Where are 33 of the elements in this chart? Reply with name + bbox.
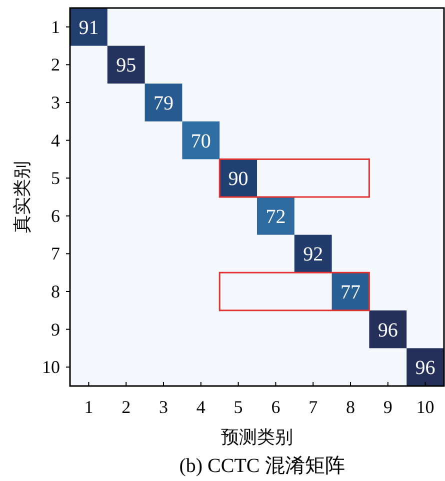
y-tick-label: 1 [51, 16, 60, 37]
y-tick-label: 6 [51, 206, 60, 226]
y-tick-label: 5 [51, 168, 60, 188]
x-tick-label: 7 [308, 397, 318, 417]
y-tick-label: 8 [51, 282, 60, 302]
data-label: 96 [378, 319, 398, 342]
y-tick-label: 3 [51, 92, 60, 112]
x-tick-label: 8 [346, 397, 355, 417]
x-tick-label: 3 [159, 397, 168, 417]
x-tick-label: 4 [196, 397, 206, 417]
x-axis-title: 预测类别 [221, 427, 293, 447]
x-tick-label: 5 [234, 397, 243, 417]
data-label: 72 [266, 206, 286, 228]
x-tick-label: 6 [271, 397, 280, 417]
x-tick-label: 1 [84, 397, 94, 417]
x-tick-label: 9 [383, 397, 392, 417]
data-label: 70 [190, 130, 211, 152]
data-label: 92 [303, 244, 324, 266]
y-tick-label: 4 [51, 130, 60, 150]
y-axis-title: 真实类别 [12, 161, 32, 233]
y-tick-label: 2 [51, 54, 60, 75]
text: (b) CCTC 混淆矩阵 [179, 455, 345, 477]
data-label: 77 [340, 282, 360, 304]
x-tick-label: 10 [416, 397, 434, 417]
data-label: 95 [116, 54, 136, 77]
y-tick-label: 9 [51, 319, 60, 340]
y-tick-label: 7 [51, 244, 60, 264]
x-tick-label: 2 [122, 397, 131, 417]
y-tick-label: 10 [42, 357, 60, 378]
data-label: 96 [415, 357, 436, 380]
data-label: 90 [228, 168, 248, 190]
data-label: 79 [154, 92, 174, 114]
data-label: 91 [78, 16, 99, 39]
